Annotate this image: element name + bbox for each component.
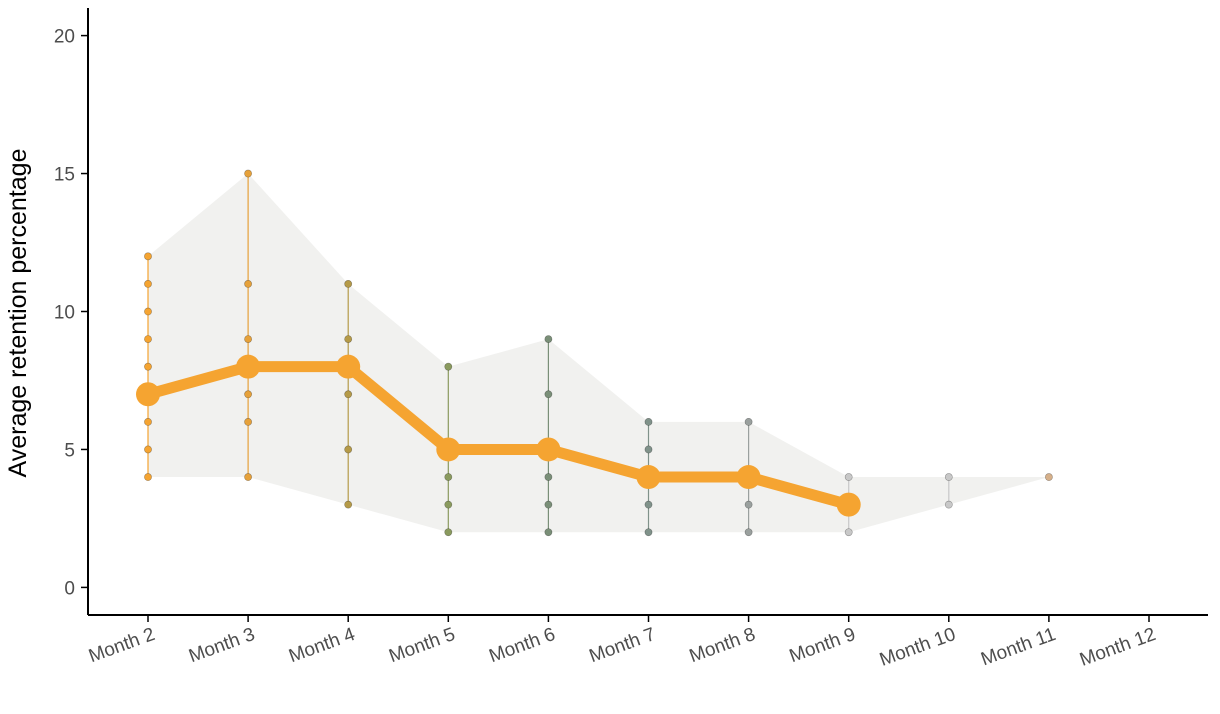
observation-point xyxy=(144,280,152,288)
x-tick-label: Month 11 xyxy=(978,624,1058,670)
observation-point xyxy=(644,500,653,509)
range-band xyxy=(148,173,1049,533)
average-point xyxy=(736,465,761,490)
average-point xyxy=(536,437,561,462)
observation-point xyxy=(244,169,252,178)
x-tick-label: Month 8 xyxy=(687,624,759,667)
observation-point xyxy=(144,335,152,343)
x-tick-label: Month 4 xyxy=(286,624,358,667)
observation-point xyxy=(744,528,753,537)
observation-point xyxy=(344,280,353,288)
y-tick-label: 15 xyxy=(54,165,75,186)
observation-points-layer xyxy=(144,169,1053,537)
average-point xyxy=(236,354,261,379)
observation-point xyxy=(344,500,353,509)
y-axis-title: Average retention percentage xyxy=(4,149,32,478)
observation-point xyxy=(944,473,953,481)
observation-point xyxy=(544,335,553,343)
observation-point xyxy=(244,390,252,399)
observation-point xyxy=(744,417,753,426)
x-tick-label: Month 9 xyxy=(787,624,859,667)
observation-point xyxy=(444,362,453,371)
x-tick-label: Month 5 xyxy=(386,624,458,667)
observation-point xyxy=(244,473,252,481)
observation-point xyxy=(1045,473,1053,481)
x-tick-label: Month 6 xyxy=(486,624,558,667)
x-tick-label: Month 3 xyxy=(186,624,258,667)
x-tick-label: Month 7 xyxy=(587,624,659,667)
observation-point xyxy=(344,445,353,454)
y-tick-label: 20 xyxy=(54,27,75,48)
observation-point xyxy=(244,335,252,343)
observation-point xyxy=(644,417,653,426)
observation-point xyxy=(244,417,252,426)
observation-point xyxy=(144,307,152,316)
average-line xyxy=(142,361,855,511)
average-point xyxy=(436,437,461,462)
observation-point xyxy=(144,362,152,371)
observation-point xyxy=(444,528,453,537)
observation-point xyxy=(844,473,853,481)
observation-point xyxy=(644,528,653,537)
observation-point xyxy=(244,280,252,288)
x-tick-label: Month 10 xyxy=(877,624,959,671)
average-point xyxy=(836,492,861,517)
average-point xyxy=(336,354,361,379)
average-point xyxy=(636,465,661,490)
observation-point xyxy=(544,528,553,537)
range-band-layer xyxy=(148,173,1049,533)
y-tick-label: 5 xyxy=(64,440,75,461)
observation-point xyxy=(944,500,953,509)
y-tick-label: 10 xyxy=(54,303,75,324)
observation-point xyxy=(344,335,353,343)
observation-point xyxy=(144,445,152,454)
observation-point xyxy=(144,473,152,481)
observation-point xyxy=(444,473,453,481)
observation-point xyxy=(344,390,353,399)
observation-point xyxy=(544,473,553,481)
observation-point xyxy=(144,417,152,426)
observation-point xyxy=(144,252,152,261)
observation-point xyxy=(544,390,553,399)
x-tick-label: Month 12 xyxy=(1077,624,1159,671)
observation-point xyxy=(544,500,553,509)
y-tick-label: 0 xyxy=(64,578,75,599)
average-line-layer xyxy=(136,354,861,517)
x-tick-label: Month 2 xyxy=(86,624,158,667)
observation-point xyxy=(444,500,453,509)
observation-point xyxy=(744,500,753,509)
observation-point xyxy=(844,528,853,537)
average-point xyxy=(136,382,160,407)
observation-point xyxy=(644,445,653,454)
